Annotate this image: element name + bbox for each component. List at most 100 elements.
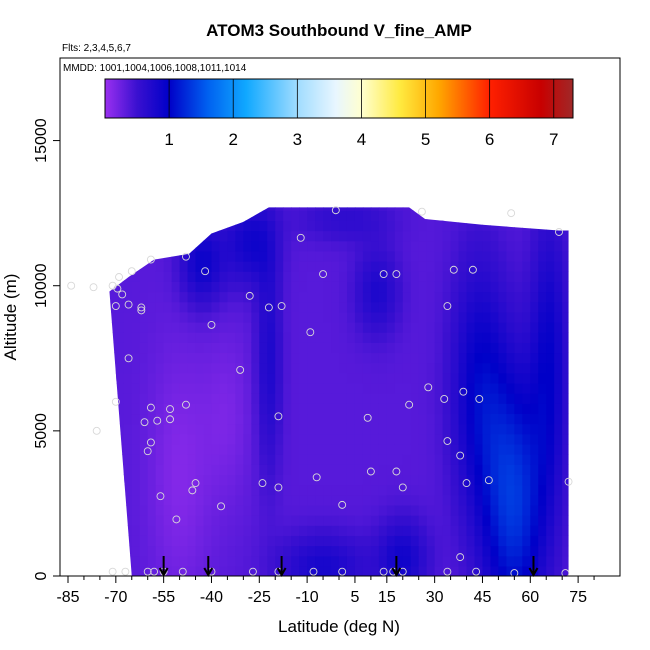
heatmap-cell (307, 494, 316, 506)
heatmap-cell (203, 291, 213, 303)
heatmap-cell (147, 474, 157, 486)
heatmap-cell (179, 207, 189, 211)
heatmap-cell (299, 565, 308, 576)
heatmap-cell (76, 474, 85, 485)
heatmap-cell (171, 210, 181, 221)
heatmap-cell (530, 281, 539, 293)
heatmap-cell (163, 240, 173, 252)
heatmap-cell (139, 423, 149, 435)
heatmap-cell (546, 332, 555, 343)
heatmap-cell (139, 240, 149, 252)
heatmap-cell (370, 423, 380, 435)
heatmap-cell (514, 393, 523, 404)
heatmap-cell (386, 464, 396, 475)
sample-point (156, 492, 165, 501)
heatmap-cell (307, 207, 316, 211)
heatmap-cell (554, 240, 563, 252)
heatmap-cell (467, 190, 476, 201)
heatmap-cell (323, 555, 332, 567)
heatmap-cell (123, 433, 133, 445)
heatmap-cell (283, 230, 292, 242)
heatmap-cell (283, 210, 292, 221)
heatmap-cell (546, 240, 555, 252)
heatmap-cell (466, 464, 476, 475)
heatmap-cell (346, 382, 356, 394)
heatmap-cell (275, 474, 284, 486)
heatmap-cell (514, 281, 523, 293)
heatmap-cell (498, 555, 507, 567)
heatmap-cell (426, 494, 436, 506)
heatmap-cell (530, 474, 539, 486)
heatmap-cell (442, 474, 452, 486)
heatmap-cell (498, 207, 507, 211)
heatmap-cell (562, 332, 569, 343)
heatmap-cell (92, 454, 101, 465)
heatmap-cell (147, 403, 157, 415)
heatmap-cell (458, 565, 468, 576)
heatmap-cell (179, 474, 189, 486)
heatmap-cell (498, 382, 507, 394)
heatmap-cell (259, 423, 268, 435)
heatmap-cell (291, 207, 300, 211)
heatmap-cell (123, 525, 133, 536)
heatmap-cell (163, 423, 173, 435)
heatmap-cell (323, 515, 332, 526)
heatmap-cell (235, 525, 244, 536)
heatmap-cell (275, 250, 284, 262)
heatmap-cell (386, 535, 396, 547)
heatmap-cell (394, 443, 404, 455)
heatmap-cell (530, 454, 539, 465)
heatmap-cell (84, 434, 93, 445)
heatmap-cell (76, 434, 85, 445)
heatmap-cell (458, 535, 468, 547)
heatmap-cell (530, 403, 539, 415)
heatmap-cell (386, 484, 396, 496)
heatmap-cell (109, 464, 117, 475)
heatmap-cell (402, 220, 412, 232)
heatmap-cell (394, 474, 404, 486)
heatmap-cell (578, 312, 587, 323)
heatmap-cell (458, 555, 468, 567)
heatmap-cell (546, 271, 555, 282)
heatmap-cell (203, 474, 213, 486)
heatmap-cell (68, 525, 77, 536)
heatmap-cell (123, 322, 133, 333)
heatmap-cell (219, 382, 229, 394)
heatmap-cell (578, 342, 587, 353)
heatmap-cell (299, 393, 308, 404)
heatmap-cell (123, 210, 133, 221)
x-tick-label: 30 (426, 589, 444, 606)
heatmap-cell (131, 210, 141, 221)
heatmap-cell (578, 190, 587, 201)
heatmap-cell (243, 474, 252, 486)
heatmap-cell (426, 555, 436, 567)
heatmap-cell (562, 301, 569, 313)
heatmap-cell (115, 311, 125, 323)
heatmap-cell (235, 207, 244, 211)
heatmap-cell (402, 207, 412, 211)
heatmap-cell (203, 525, 213, 536)
heatmap-cell (243, 403, 252, 415)
heatmap-cell (354, 504, 364, 516)
heatmap-cell (522, 322, 531, 333)
heatmap-cell (323, 190, 332, 201)
heatmap-cell (203, 311, 213, 323)
heatmap-cell (227, 494, 236, 506)
heatmap-cell (131, 443, 141, 455)
heatmap-cell (323, 220, 332, 232)
heatmap-cell (546, 382, 555, 394)
heatmap-cell (315, 372, 324, 384)
heatmap-cell (370, 250, 380, 262)
heatmap-cell (131, 207, 141, 211)
heatmap-cell (235, 362, 244, 374)
heatmap-cell (331, 545, 340, 557)
heatmap-cell (155, 311, 165, 323)
heatmap-cell (227, 413, 236, 425)
heatmap-cell (171, 515, 181, 526)
heatmap-cell (562, 210, 569, 221)
heatmap-cell (530, 261, 539, 272)
heatmap-cell (92, 556, 101, 567)
heatmap-cell (522, 484, 531, 496)
heatmap-cell (323, 230, 332, 242)
heatmap-cell (211, 565, 221, 576)
